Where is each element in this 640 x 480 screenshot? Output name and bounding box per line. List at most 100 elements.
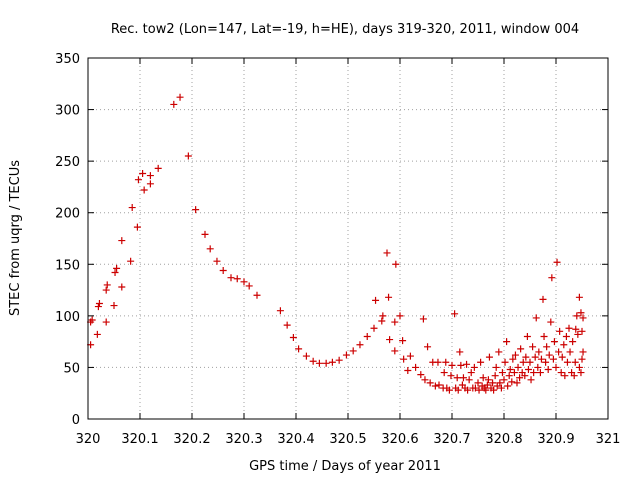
data-point-marker (530, 369, 538, 377)
data-point-marker (517, 345, 525, 353)
data-point-marker (445, 386, 453, 394)
data-point-marker (475, 386, 483, 394)
data-point-marker (496, 379, 504, 387)
data-point-marker (561, 372, 569, 380)
data-point-marker (419, 315, 427, 323)
data-point-marker (309, 357, 317, 365)
y-tick-label: 100 (55, 310, 80, 325)
data-point-marker (556, 327, 564, 335)
data-point-marker (484, 376, 492, 384)
data-point-marker (363, 332, 371, 340)
data-point-marker (516, 374, 524, 382)
data-point-marker (536, 369, 544, 377)
data-point-marker (240, 278, 248, 286)
data-point-marker (102, 318, 110, 326)
y-tick-label: 300 (55, 104, 80, 119)
data-point-marker (498, 369, 506, 377)
data-point-marker (577, 369, 585, 377)
data-point-marker (510, 369, 518, 377)
data-point-marker (535, 348, 543, 356)
data-point-marker (575, 363, 583, 371)
data-point-marker (532, 314, 540, 322)
data-point-marker (548, 274, 556, 282)
data-point-marker (154, 164, 162, 172)
data-point-marker (454, 386, 462, 394)
data-point-marker (577, 309, 585, 317)
y-tick-label: 350 (55, 52, 80, 67)
data-point-marker (501, 358, 509, 366)
data-point-marker (479, 374, 487, 382)
data-point-marker (111, 269, 119, 277)
data-point-marker (558, 353, 566, 361)
y-tick-label: 0 (72, 413, 80, 428)
data-point-marker (170, 100, 178, 108)
data-point-marker (434, 358, 442, 366)
data-point-marker (213, 257, 221, 265)
data-point-marker (440, 369, 448, 377)
data-point-marker (482, 386, 490, 394)
data-point-marker (500, 376, 508, 384)
data-point-marker (490, 386, 498, 394)
data-point-marker (555, 348, 563, 356)
data-point-marker (537, 355, 545, 363)
x-tick-label: 320.2 (173, 432, 210, 447)
data-point-marker (453, 374, 461, 382)
data-point-marker (544, 365, 552, 373)
data-point-marker (557, 369, 565, 377)
data-point-marker (523, 332, 531, 340)
x-tick-label: 320 (76, 432, 101, 447)
data-point-marker (579, 348, 587, 356)
data-point-marker (553, 258, 561, 266)
data-point-marker (524, 365, 532, 373)
data-point-marker (573, 312, 581, 320)
data-point-marker (400, 355, 408, 363)
data-point-marker (578, 327, 586, 335)
x-tick-label: 320.5 (329, 432, 366, 447)
x-axis-label: GPS time / Days of year 2011 (249, 459, 441, 474)
data-point-marker (483, 381, 491, 389)
data-point-marker (471, 384, 479, 392)
data-point-marker (396, 312, 404, 320)
data-point-marker (457, 361, 465, 369)
data-point-marker (399, 337, 407, 345)
data-point-marker (192, 206, 200, 214)
data-point-marker (521, 372, 529, 380)
x-tick-label: 320.6 (381, 432, 418, 447)
data-point-marker (383, 249, 391, 257)
data-point-marker (565, 324, 573, 332)
data-point-marker (392, 260, 400, 268)
data-point-marker (527, 376, 535, 384)
data-point-marker (201, 230, 209, 238)
data-point-marker (94, 303, 102, 311)
axes: 320 320.1 320.2 320.3 320.4 320.5 320.6 320.7 32… (55, 52, 620, 447)
data-point-marker (378, 317, 386, 325)
data-point-marker (146, 172, 154, 180)
data-point-marker (477, 358, 485, 366)
data-point-marker (391, 318, 399, 326)
y-tick-label: 150 (55, 258, 80, 273)
data-point-marker (315, 359, 323, 367)
data-point-marker (379, 312, 387, 320)
data-point-marker (540, 332, 548, 340)
data-point-marker (570, 372, 578, 380)
data-point-marker (404, 367, 412, 375)
data-point-marker (529, 343, 537, 351)
x-tick-label: 320.9 (537, 432, 574, 447)
data-point-marker (206, 245, 214, 253)
data-point-marker (253, 291, 261, 299)
data-point-marker (545, 351, 553, 359)
data-point-marker (534, 363, 542, 371)
data-point-marker (519, 358, 527, 366)
data-point-marker (113, 264, 121, 272)
data-point-marker (459, 374, 467, 382)
data-point-marker (442, 358, 450, 366)
data-point-marker (219, 266, 227, 274)
data-point-marker (140, 186, 148, 194)
data-point-marker (349, 347, 357, 355)
data-point-marker (435, 381, 443, 389)
x-tick-label: 320.3 (225, 432, 262, 447)
grid-lines (88, 58, 608, 419)
data-point-marker (511, 351, 519, 359)
data-point-marker (372, 296, 380, 304)
data-point-marker (133, 223, 141, 231)
